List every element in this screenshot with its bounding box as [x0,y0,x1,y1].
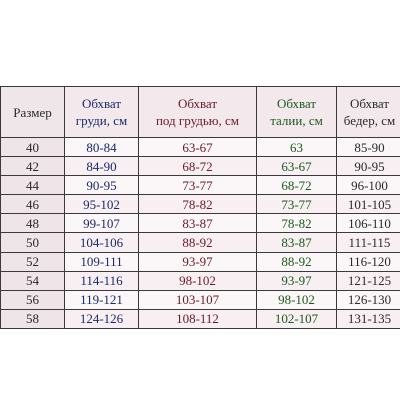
cell-bust: 80-84 [64,136,139,158]
table-row: 56 119-121 103-107 98-102 126-130 [0,289,400,310]
cell-underbust: 73-77 [138,175,257,196]
cell-waist: 63-67 [256,156,337,177]
cell-hips: 106-110 [336,213,400,234]
header-row: Размер Обхват груди, см Обхват под грудью, с… [0,86,400,138]
table-row: 42 84-90 68-72 63-67 90-95 [0,156,400,177]
cell-size: 54 [0,270,65,291]
table-row: 46 95-102 78-82 73-77 101-105 [0,194,400,215]
cell-hips: 111-115 [336,232,400,253]
header-underbust-line: под грудью, см [155,113,240,128]
size-chart-body: 40 80-84 63-67 63 85-90 42 84-90 68-72 63-67 90-9… [0,136,400,329]
cell-underbust: 103-107 [138,289,257,310]
cell-underbust: 78-82 [138,194,257,215]
table-row: 58 124-126 108-112 102-107 131-135 [0,308,400,329]
cell-waist: 93-97 [256,270,337,291]
header-size-line: Размер [13,104,52,120]
cell-underbust: 63-67 [138,136,257,158]
cell-hips: 126-130 [336,289,400,310]
header-underbust: Обхват под грудью, см [138,86,257,138]
cell-bust: 95-102 [64,194,139,215]
cell-hips: 116-120 [336,251,400,272]
cell-bust: 90-95 [64,175,139,196]
cell-underbust: 83-87 [138,213,257,234]
cell-hips: 121-125 [336,270,400,291]
cell-waist: 83-87 [256,232,337,253]
header-underbust-line: Обхват [177,96,218,111]
header-size: Размер [0,86,65,138]
cell-size: 40 [0,136,65,158]
cell-size: 56 [0,289,65,310]
header-hips: Обхват бедер, см [336,86,400,138]
table-row: 40 80-84 63-67 63 85-90 [0,136,400,158]
cell-hips: 131-135 [336,308,400,329]
cell-waist: 102-107 [256,308,337,329]
cell-underbust: 93-97 [138,251,257,272]
cell-underbust: 88-92 [138,232,257,253]
header-waist: Обхват талии, см [256,86,337,138]
header-bust: Обхват груди, см [64,86,139,138]
table-row: 52 109-111 93-97 88-92 116-120 [0,251,400,272]
size-chart-header: Размер Обхват груди, см Обхват под грудью, с… [0,86,400,138]
cell-waist: 88-92 [256,251,337,272]
cell-waist: 98-102 [256,289,337,310]
cell-waist: 63 [256,136,337,158]
cell-underbust: 68-72 [138,156,257,177]
cell-bust: 84-90 [64,156,139,177]
cell-bust: 114-116 [64,270,139,291]
cell-bust: 119-121 [64,289,139,310]
cell-size: 52 [0,251,65,272]
table-row: 48 99-107 83-87 78-82 106-110 [0,213,400,234]
header-bust-line: груди, см [75,113,128,128]
cell-hips: 101-105 [336,194,400,215]
cell-waist: 78-82 [256,213,337,234]
cell-bust: 109-111 [64,251,139,272]
size-chart-table: Размер Обхват груди, см Обхват под грудью, с… [0,86,400,329]
cell-waist: 68-72 [256,175,337,196]
cell-size: 42 [0,156,65,177]
cell-size: 48 [0,213,65,234]
header-hips-line: Обхват [349,96,390,111]
header-hips-line: бедер, см [343,113,396,128]
cell-size: 46 [0,194,65,215]
header-waist-line: Обхват [276,96,317,111]
cell-size: 44 [0,175,65,196]
cell-bust: 104-106 [64,232,139,253]
table-row: 44 90-95 73-77 68-72 96-100 [0,175,400,196]
cell-size: 50 [0,232,65,253]
cell-hips: 96-100 [336,175,400,196]
cell-waist: 73-77 [256,194,337,215]
cell-hips: 90-95 [336,156,400,177]
cell-size: 58 [0,308,65,329]
cell-hips: 85-90 [336,136,400,158]
table-row: 54 114-116 98-102 93-97 121-125 [0,270,400,291]
header-bust-line: Обхват [81,96,122,111]
header-waist-line: талии, см [270,113,323,128]
table-row: 50 104-106 88-92 83-87 111-115 [0,232,400,253]
cell-bust: 99-107 [64,213,139,234]
cell-underbust: 98-102 [138,270,257,291]
cell-bust: 124-126 [64,308,139,329]
cell-underbust: 108-112 [138,308,257,329]
